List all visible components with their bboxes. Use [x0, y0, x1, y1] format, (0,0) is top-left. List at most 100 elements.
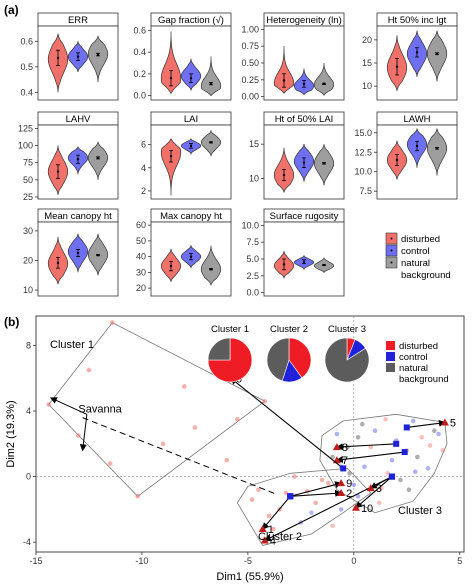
legend-dot	[390, 237, 393, 240]
control-marker	[403, 424, 410, 431]
trajectory-arrow: 3	[366, 473, 395, 495]
y-tick-label: 1.00	[241, 24, 259, 34]
y-tick-label: 4	[26, 406, 31, 416]
mean-point	[395, 158, 399, 162]
mean-point	[302, 82, 306, 86]
violin-shape	[200, 245, 222, 287]
savanna-dashed-link	[82, 417, 278, 496]
pca-point	[262, 398, 268, 404]
pca-point	[425, 466, 431, 471]
y-tick-label: 15	[249, 139, 259, 149]
y-tick-label: 0.5	[20, 62, 33, 72]
pca-point	[182, 384, 187, 389]
arrow-label: 9	[346, 478, 352, 490]
violin-grid: ERR 0.4 0.5 0.6 Gap fraction (√) 0.0 0.2 0.4 0.6…	[18, 12, 458, 298]
mean-point	[209, 268, 213, 271]
pca-point	[330, 454, 335, 460]
y-tick-label: 0.2	[133, 69, 146, 79]
y-tick-label: 0	[26, 472, 31, 482]
mean-point	[189, 255, 193, 258]
x-tick-label: -5	[244, 556, 252, 566]
mean-point	[415, 144, 419, 148]
pca-point	[309, 510, 314, 515]
panel-title: Ht 50% inc lgt	[388, 15, 447, 26]
disturbed-marker	[440, 418, 449, 426]
cluster-3-label: Cluster 3	[398, 505, 442, 517]
cluster-2-label: Cluster 2	[258, 531, 302, 543]
mean-point	[322, 162, 326, 165]
y-tick-label: -4	[23, 537, 31, 547]
y-tick-label: 10.0	[354, 167, 372, 177]
y-tick-label: 4	[141, 163, 146, 173]
control-marker	[287, 493, 294, 500]
pca-point	[359, 421, 365, 427]
mean-point	[209, 141, 213, 144]
legend-label: background	[401, 270, 451, 281]
pca-point	[376, 500, 382, 506]
arrow-label: 10	[361, 503, 373, 515]
panel-a-label: (a)	[4, 3, 19, 17]
arrow-line	[369, 476, 393, 489]
cluster-pie: Cluster 3	[324, 324, 370, 383]
pca-point	[334, 431, 340, 437]
pca-point	[368, 444, 374, 450]
mean-point	[76, 251, 80, 255]
violin-shape	[160, 31, 182, 95]
pca-point	[355, 493, 361, 499]
mean-point	[302, 161, 306, 164]
panel-title: Max canopy ht	[160, 211, 222, 222]
pca-point	[192, 425, 198, 430]
pca-point	[313, 500, 318, 506]
violin-shape	[87, 35, 109, 83]
y-tick-label: 5.0	[246, 254, 259, 264]
pca-point	[86, 367, 92, 373]
panel-title: Ht of 50% LAI	[275, 114, 334, 125]
arrow-line	[290, 489, 343, 497]
pca-point	[46, 402, 52, 407]
pca-legend-label: background	[399, 374, 449, 385]
legend-dot	[390, 249, 393, 252]
pca-legend-swatch	[386, 352, 395, 361]
violin-shape	[426, 30, 448, 82]
pca-point	[271, 526, 276, 532]
y-tick-label: 20	[362, 35, 372, 45]
savanna-label: Savanna	[78, 404, 122, 416]
pca-point	[383, 416, 388, 422]
y-tick-label: 12.5	[354, 147, 372, 157]
panel-title: Gap fraction (√)	[158, 15, 224, 26]
x-axis-title: Dim1 (55.9%)	[216, 571, 283, 583]
y-tick-label: 2.5	[246, 271, 259, 281]
mean-point	[56, 56, 60, 60]
violin-panel: Max canopy ht 20 30 40 50 60	[136, 208, 232, 297]
disturbed-marker	[337, 479, 346, 487]
mean-point	[76, 55, 80, 58]
pca-legend-label: control	[399, 352, 428, 363]
disturbed-marker	[337, 489, 346, 496]
pca-point	[410, 418, 416, 424]
trajectory-arrow: 5	[403, 418, 456, 431]
pca-point	[406, 487, 412, 493]
legend-dot	[390, 261, 393, 264]
mean-point	[169, 264, 173, 268]
arrow-line	[406, 419, 446, 428]
pca-point	[326, 480, 331, 486]
x-tick-label: -15	[29, 556, 42, 566]
pca-legend-swatch	[386, 363, 395, 372]
pca-point	[347, 471, 352, 476]
panel-title: LAWH	[403, 114, 430, 125]
violin-shape	[313, 144, 335, 186]
y-tick-label: 0.00	[241, 92, 259, 102]
mean-point	[76, 158, 80, 161]
mean-point	[189, 144, 193, 148]
mean-point	[189, 77, 193, 80]
y-tick-label: 30	[136, 267, 146, 277]
control-marker	[393, 440, 400, 447]
y-tick-label: 125	[18, 123, 33, 133]
pca-point	[419, 434, 424, 440]
pca-point	[338, 507, 344, 512]
pca-point	[109, 320, 115, 325]
pca-point	[107, 461, 113, 466]
y-tick-label: 20	[23, 255, 33, 265]
y-tick-label: 40	[136, 252, 146, 262]
